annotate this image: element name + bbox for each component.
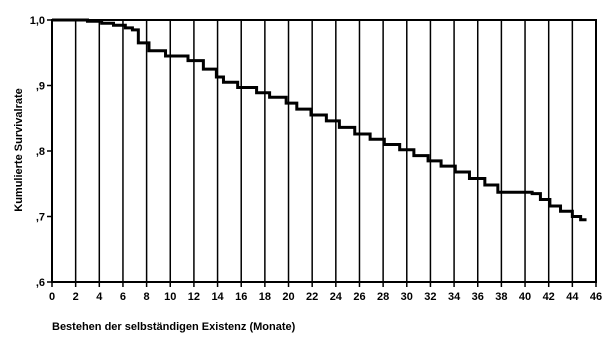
x-tick-label: 20 (282, 291, 294, 303)
x-tick-label: 38 (495, 291, 507, 303)
x-tick-label: 24 (330, 291, 343, 303)
x-tick-label: 4 (96, 291, 103, 303)
plot-area-frame (51, 19, 597, 283)
y-axis-ticks: ,6 ,7 ,8 ,9 1,0 (30, 15, 52, 289)
x-tick-label: 28 (377, 291, 389, 303)
x-tick-label: 16 (235, 291, 247, 303)
x-tick-label: 42 (543, 291, 555, 303)
x-axis-title: Bestehen der selbständigen Existenz (Mon… (52, 321, 296, 333)
x-tick-label: 18 (259, 291, 271, 303)
x-tick-label: 10 (164, 291, 176, 303)
x-tick-label: 36 (472, 291, 484, 303)
x-tick-label: 32 (424, 291, 436, 303)
x-tick-label: 22 (306, 291, 318, 303)
x-tick-label: 6 (120, 291, 126, 303)
y-tick-label: 1,0 (30, 15, 45, 27)
x-tick-label: 26 (353, 291, 365, 303)
x-tick-label: 12 (188, 291, 200, 303)
vertical-gridlines (74, 20, 574, 282)
x-tick-label: 34 (448, 291, 461, 303)
y-tick-label: ,8 (36, 146, 45, 158)
survival-curve-line (52, 18, 587, 222)
x-tick-label: 40 (519, 291, 531, 303)
x-tick-label: 44 (566, 291, 579, 303)
y-tick-label: ,7 (36, 212, 45, 224)
x-axis-ticks: 0 2 4 6 8 10 12 14 16 18 20 22 24 26 28 30 32 34 36 38 40 42 4… (49, 282, 602, 303)
x-tick-label: 46 (590, 291, 602, 303)
x-tick-label: 2 (73, 291, 79, 303)
x-tick-label: 8 (144, 291, 150, 303)
y-axis-title: Kumulierte Survivalrate (13, 88, 25, 212)
x-tick-label: 0 (49, 291, 55, 303)
y-tick-label: ,9 (36, 81, 45, 93)
x-tick-label: 14 (211, 291, 224, 303)
y-tick-label: ,6 (36, 277, 45, 289)
x-tick-label: 30 (401, 291, 413, 303)
